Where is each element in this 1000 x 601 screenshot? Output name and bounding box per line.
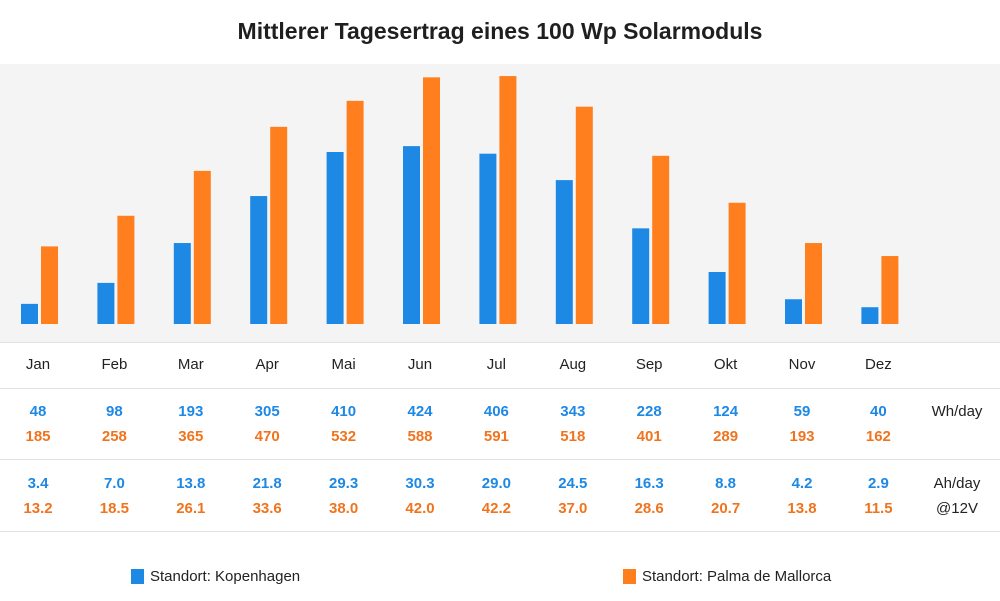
ah-value-kopenhagen-jan: 3.4 <box>27 475 49 492</box>
ah-value-palma-aug: 37.0 <box>558 500 588 517</box>
legend-item-palma: Standort: Palma de Mallorca <box>623 568 831 585</box>
bar-palma-mai <box>346 100 364 325</box>
bar-palma-okt <box>728 202 746 324</box>
ah-value-palma-mar: 26.1 <box>176 500 206 517</box>
ah-value-kopenhagen-sep: 16.3 <box>634 475 664 492</box>
month-label-dez: Dez <box>865 356 892 373</box>
wh-value-kopenhagen-dez: 40 <box>870 403 887 420</box>
bar-palma-aug <box>575 106 593 324</box>
wh-value-kopenhagen-jan: 48 <box>29 403 47 420</box>
ah-value-palma-jul: 42.2 <box>481 500 511 517</box>
bar-kopenhagen-feb <box>97 282 115 324</box>
wh-value-kopenhagen-mar: 193 <box>178 403 204 420</box>
month-label-apr: Apr <box>255 356 279 373</box>
legend-item-kopenhagen: Standort: Kopenhagen <box>131 568 300 585</box>
ah-value-kopenhagen-mar: 13.8 <box>176 475 206 492</box>
ah-value-kopenhagen-feb: 7.0 <box>103 475 125 492</box>
bar-kopenhagen-nov <box>785 299 802 324</box>
separator <box>0 459 1000 460</box>
ah-value-palma-nov: 13.8 <box>787 500 817 517</box>
ah-value-palma-feb: 18.5 <box>99 500 129 517</box>
ah-value-kopenhagen-mai: 29.3 <box>328 475 359 492</box>
wh-value-palma-sep: 401 <box>636 428 662 445</box>
wh-value-kopenhagen-mai: 410 <box>331 403 357 420</box>
bar-kopenhagen-jun <box>403 146 420 324</box>
wh-value-palma-dez: 162 <box>865 428 891 445</box>
wh-value-palma-jul: 591 <box>483 428 509 445</box>
month-label-jul: Jul <box>486 356 506 373</box>
bar-palma-jan <box>41 246 58 324</box>
bar-palma-apr <box>270 126 288 325</box>
month-label-aug: Aug <box>559 356 587 373</box>
month-label-mai: Mai <box>331 356 356 373</box>
month-label-jun: Jun <box>407 356 433 373</box>
separator <box>0 388 1000 389</box>
ah-value-palma-jan: 13.2 <box>23 500 53 517</box>
legend-swatch-palma <box>623 569 636 584</box>
wh-value-kopenhagen-feb: 98 <box>106 403 123 420</box>
ah-value-palma-apr: 33.6 <box>252 500 282 517</box>
wh-value-palma-jan: 185 <box>25 428 51 445</box>
bar-kopenhagen-okt <box>708 271 726 324</box>
separator <box>0 531 1000 532</box>
bar-palma-sep <box>652 155 670 324</box>
month-label-nov: Nov <box>788 356 816 373</box>
bar-kopenhagen-apr <box>250 196 268 324</box>
wh-value-palma-mar: 365 <box>178 428 204 445</box>
unit-ah-sub-label: @12V <box>936 500 978 517</box>
bar-kopenhagen-sep <box>632 228 650 324</box>
month-label-feb: Feb <box>101 356 128 373</box>
unit-ah-label: Ah/day <box>933 475 981 492</box>
wh-value-kopenhagen-nov: 59 <box>793 403 811 420</box>
wh-value-kopenhagen-aug: 343 <box>560 403 586 420</box>
ah-value-kopenhagen-nov: 4.2 <box>791 475 813 492</box>
legend-swatch-kopenhagen <box>131 569 144 584</box>
bar-kopenhagen-aug <box>555 180 573 324</box>
wh-value-palma-aug: 518 <box>560 428 586 445</box>
wh-value-palma-apr: 470 <box>254 428 280 445</box>
bar-kopenhagen-dez <box>861 307 879 324</box>
wh-value-palma-mai: 532 <box>331 428 357 445</box>
bar-kopenhagen-mar <box>173 243 191 324</box>
ah-value-kopenhagen-dez: 2.9 <box>867 475 889 492</box>
ah-value-palma-sep: 28.6 <box>634 500 664 517</box>
ah-value-kopenhagen-aug: 24.5 <box>558 475 588 492</box>
legend-label-kopenhagen: Standort: Kopenhagen <box>150 568 301 585</box>
month-label-mar: Mar <box>177 356 204 373</box>
ah-value-palma-dez: 11.5 <box>864 500 893 517</box>
separator <box>0 342 1000 343</box>
wh-value-kopenhagen-okt: 124 <box>713 403 739 420</box>
ah-value-kopenhagen-okt: 8.8 <box>715 475 737 492</box>
bar-palma-jul <box>499 76 517 324</box>
wh-value-palma-nov: 193 <box>789 428 815 445</box>
ah-value-kopenhagen-apr: 21.8 <box>252 475 282 492</box>
ah-value-palma-mai: 38.0 <box>328 500 359 517</box>
bar-kopenhagen-jan <box>21 303 38 324</box>
bar-palma-jun <box>423 77 440 324</box>
wh-value-kopenhagen-jun: 424 <box>407 403 433 420</box>
ah-value-kopenhagen-jun: 30.3 <box>405 475 435 492</box>
bar-palma-nov <box>805 243 822 324</box>
bar-kopenhagen-mai <box>326 152 344 324</box>
bar-palma-dez <box>881 256 899 324</box>
wh-value-palma-feb: 258 <box>101 428 127 445</box>
ah-value-kopenhagen-jul: 29.0 <box>481 475 511 492</box>
month-label-jan: Jan <box>25 356 51 373</box>
chart-title: Mittlerer Tagesertrag eines 100 Wp Solar… <box>237 18 763 44</box>
ah-value-palma-jun: 42.0 <box>405 500 435 517</box>
bar-kopenhagen-jul <box>479 153 497 324</box>
bar-palma-feb <box>117 215 135 324</box>
unit-wh-label: Wh/day <box>931 403 983 420</box>
wh-value-palma-okt: 289 <box>713 428 739 445</box>
wh-value-kopenhagen-jul: 406 <box>483 403 509 420</box>
wh-value-palma-jun: 588 <box>407 428 433 445</box>
bar-chart <box>21 76 899 325</box>
wh-value-kopenhagen-apr: 305 <box>254 403 280 420</box>
legend-label-palma: Standort: Palma de Mallorca <box>642 568 832 585</box>
month-label-okt: Okt <box>713 356 738 373</box>
month-label-sep: Sep <box>635 356 663 373</box>
ah-value-palma-okt: 20.7 <box>710 500 741 517</box>
bar-palma-mar <box>193 170 211 324</box>
wh-value-kopenhagen-sep: 228 <box>636 403 662 420</box>
